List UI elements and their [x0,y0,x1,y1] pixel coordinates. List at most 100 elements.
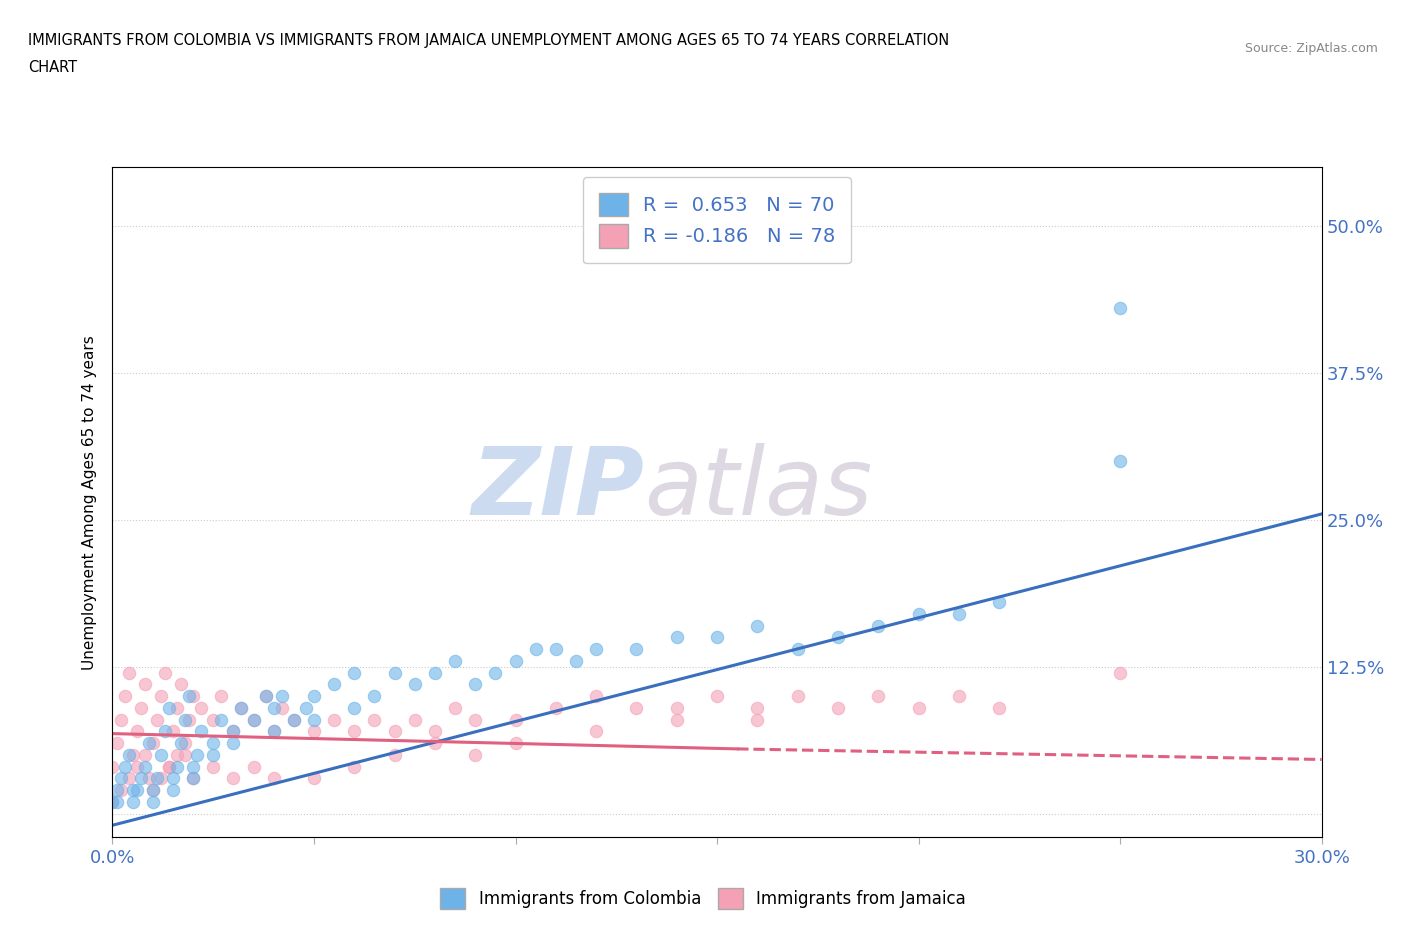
Point [827,700,849,715]
Point [254,688,277,703]
Point [170,677,193,692]
Point [283,712,305,727]
Point [129,700,152,715]
Point [323,677,346,692]
Point [149,688,172,703]
Point [166,759,188,774]
Point [242,759,264,774]
Point [283,712,305,727]
Text: atlas: atlas [644,444,873,535]
Point [786,642,808,657]
Point [222,724,245,738]
Point [146,712,169,727]
Point [565,654,588,669]
Point [181,759,204,774]
Point [665,630,688,644]
Point [343,724,366,738]
Point [302,724,325,738]
Point [153,665,176,680]
Point [181,688,204,703]
Point [105,782,128,797]
Point [302,688,325,703]
Point [302,771,325,786]
Point [166,748,188,763]
Point [988,594,1011,609]
Point [110,712,132,727]
Point [444,654,467,669]
Point [125,724,148,738]
Point [423,724,446,738]
Point [202,759,225,774]
Point [404,677,426,692]
Point [363,688,385,703]
Point [747,618,769,633]
Point [423,736,446,751]
Point [177,688,200,703]
Point [585,688,607,703]
Point [202,736,225,751]
Point [174,712,197,727]
Point [423,665,446,680]
Legend: R =  0.653   N = 70, R = -0.186   N = 78: R = 0.653 N = 70, R = -0.186 N = 78 [583,177,851,263]
Point [146,771,169,786]
Point [270,688,292,703]
Point [222,736,245,751]
Point [544,642,567,657]
Point [209,688,232,703]
Point [1109,301,1132,316]
Point [907,700,929,715]
Point [231,700,253,715]
Point [101,794,124,809]
Point [464,748,486,763]
Point [444,700,467,715]
Point [263,724,285,738]
Point [747,712,769,727]
Point [242,712,264,727]
Point [505,654,527,669]
Point [222,724,245,738]
Point [138,771,160,786]
Point [907,606,929,621]
Point [242,712,264,727]
Point [263,700,285,715]
Point [343,759,366,774]
Point [117,665,139,680]
Point [117,771,139,786]
Point [202,748,225,763]
Point [101,794,124,809]
Point [114,759,136,774]
Point [121,748,143,763]
Point [117,748,139,763]
Y-axis label: Unemployment Among Ages 65 to 74 years: Unemployment Among Ages 65 to 74 years [82,335,97,670]
Point [157,759,180,774]
Text: CHART: CHART [28,60,77,75]
Point [134,748,156,763]
Point [157,700,180,715]
Point [153,724,176,738]
Point [142,782,165,797]
Text: Source: ZipAtlas.com: Source: ZipAtlas.com [1244,42,1378,55]
Text: ZIP: ZIP [471,443,644,535]
Point [263,771,285,786]
Point [384,748,406,763]
Point [162,724,184,738]
Point [505,736,527,751]
Point [747,700,769,715]
Point [174,736,197,751]
Point [786,688,808,703]
Point [121,794,143,809]
Point [524,642,547,657]
Point [138,736,160,751]
Point [186,748,208,763]
Point [181,771,204,786]
Point [384,724,406,738]
Point [404,712,426,727]
Point [142,782,165,797]
Point [170,736,193,751]
Point [343,700,366,715]
Point [110,782,132,797]
Point [295,700,318,715]
Point [190,724,212,738]
Point [868,688,890,703]
Point [464,677,486,692]
